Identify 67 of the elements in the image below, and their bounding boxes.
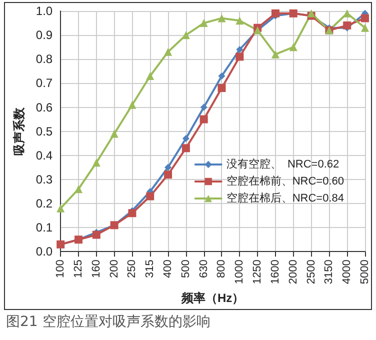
- x-tick-label: 5000: [359, 260, 371, 284]
- x-tick-label: 1000: [234, 260, 246, 284]
- y-tick-label: 0.0: [36, 244, 53, 259]
- x-tick-label: 3150: [323, 260, 336, 284]
- x-tick-label: 160: [90, 260, 102, 278]
- point: [92, 158, 100, 167]
- y-tick-label: 0.7: [36, 76, 53, 90]
- y-tick-label: 0.1: [36, 220, 53, 235]
- y-tick-label: 0.8: [36, 52, 53, 66]
- point: [361, 14, 369, 22]
- x-tick-label: 200: [108, 260, 120, 278]
- point: [92, 230, 100, 239]
- point: [146, 72, 154, 80]
- point: [236, 46, 244, 53]
- point: [164, 170, 172, 179]
- point: [343, 21, 352, 30]
- x-axis-title: 频率（Hz）: [180, 291, 244, 305]
- y-axis-title: 吸声系数: [12, 106, 26, 156]
- y-tick-label: 0.2: [36, 196, 53, 211]
- x-tick-label: 125: [72, 260, 84, 278]
- point: [200, 19, 208, 28]
- point: [110, 130, 118, 138]
- x-tick-label: 1250: [252, 260, 264, 284]
- point: [271, 50, 280, 58]
- y-tick-label: 1.0: [36, 4, 53, 18]
- y-tick-label: 0.6: [36, 100, 53, 114]
- legend-label: 空腔在棉后、NRC=0.84: [226, 192, 344, 204]
- x-tick-label: 400: [162, 260, 174, 278]
- x-tick-label: 1600: [269, 260, 282, 284]
- y-tick-label: 0.3: [36, 172, 53, 186]
- y-tick-label: 0.4: [36, 148, 53, 162]
- legend-label: 空腔在棉前、NRC=0.60: [226, 174, 344, 188]
- point: [361, 24, 369, 32]
- y-tick-label: 0.5: [36, 124, 53, 138]
- x-tick-label: 2500: [305, 260, 318, 284]
- point: [236, 16, 244, 25]
- point: [56, 204, 65, 212]
- point: [146, 192, 154, 200]
- point: [200, 115, 208, 124]
- point: [164, 164, 172, 171]
- point: [218, 14, 226, 22]
- point: [74, 185, 82, 194]
- point: [271, 9, 280, 18]
- x-tick-label: 630: [198, 260, 210, 278]
- x-tick-label: 800: [216, 260, 228, 278]
- point: [218, 84, 226, 92]
- x-tick-label: 100: [54, 260, 67, 278]
- x-tick-label: 315: [144, 260, 156, 278]
- x-tick-label: 2000: [287, 260, 300, 284]
- legend-label: 没有空腔、 NRC=0.62: [226, 158, 340, 170]
- point: [182, 135, 190, 142]
- point: [307, 9, 316, 18]
- point: [128, 209, 136, 218]
- point: [289, 43, 298, 52]
- point: [200, 104, 208, 111]
- point: [182, 31, 190, 40]
- y-tick-label: 0.9: [36, 28, 53, 42]
- point: [182, 144, 190, 152]
- caption: 图21 空腔位置对吸声系数的影响: [6, 313, 210, 331]
- point: [343, 9, 352, 18]
- point: [236, 52, 244, 61]
- point: [218, 72, 226, 80]
- x-tick-label: 500: [180, 260, 192, 278]
- point: [128, 100, 136, 109]
- x-tick-label: 4000: [341, 260, 354, 284]
- point: [164, 48, 172, 56]
- x-tick-label: 250: [126, 260, 138, 278]
